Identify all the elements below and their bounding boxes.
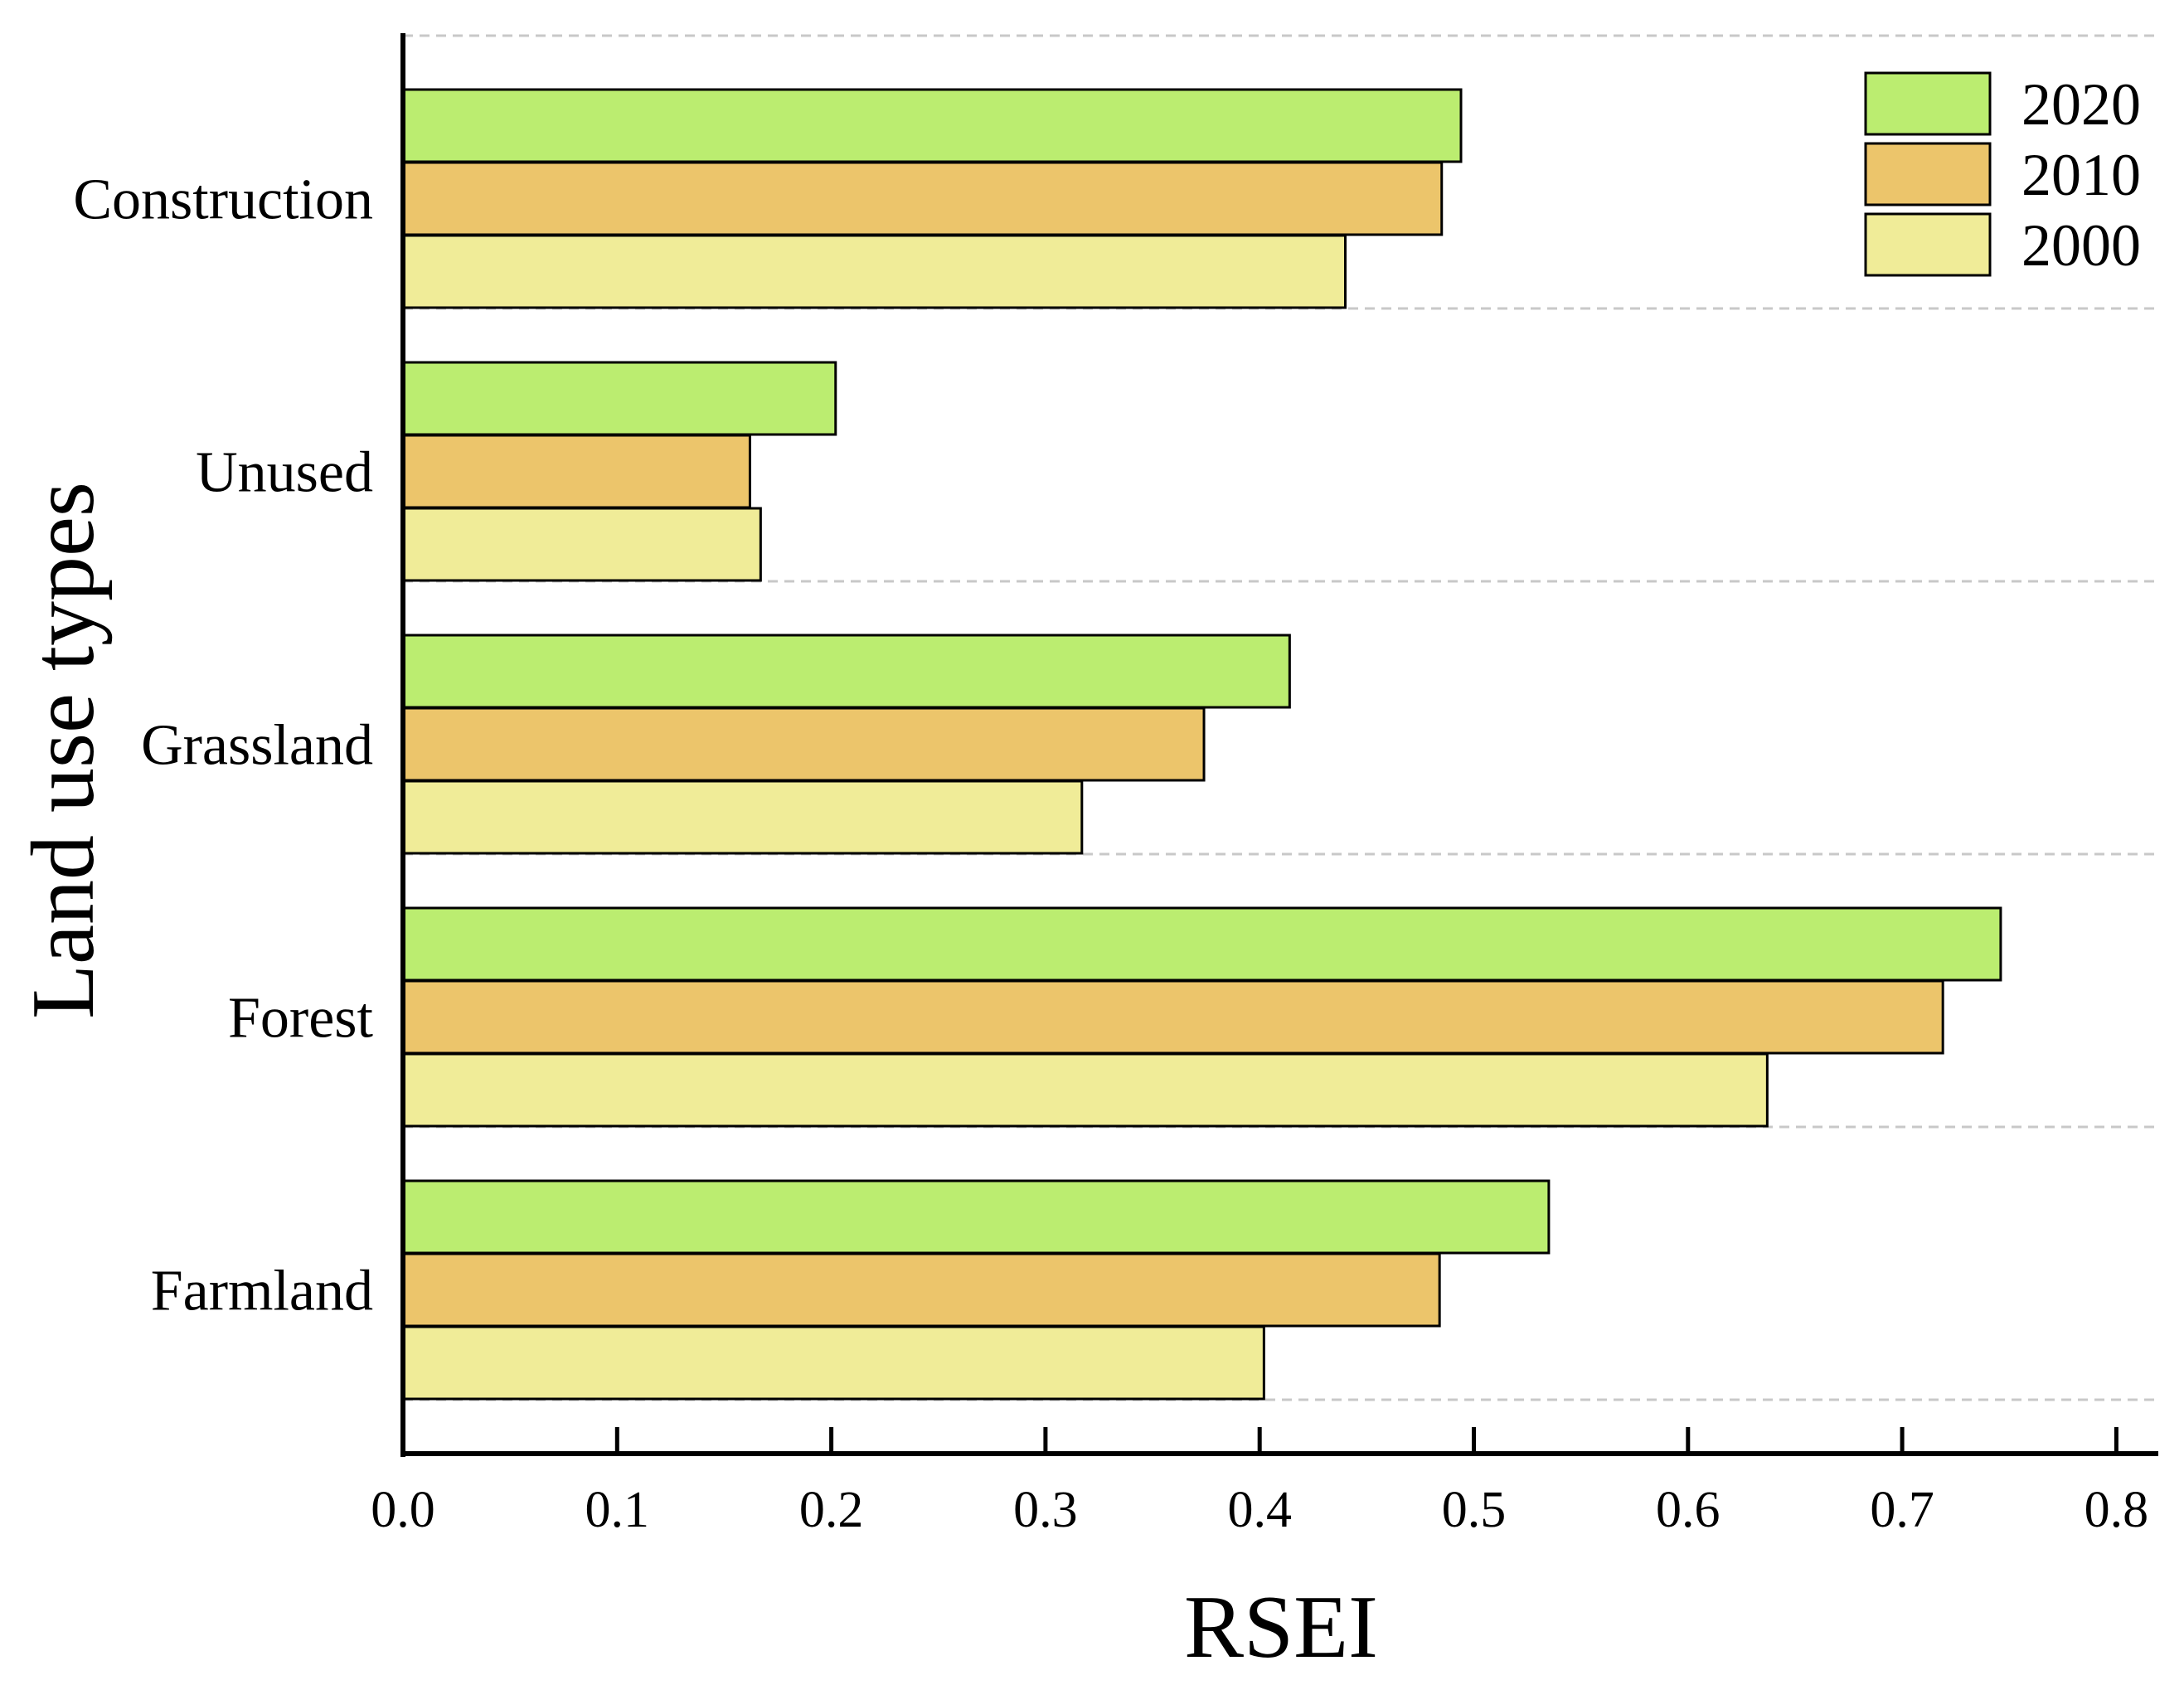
bar-construction-2010 [401,161,1444,236]
legend-swatch-2010 [1864,142,1992,206]
legend-label-2020: 2020 [2021,71,2141,138]
legend-swatch-2020 [1864,71,1992,136]
x-tick-label: 0.5 [1442,1482,1507,1538]
legend-swatch-2000 [1864,212,1992,277]
bars [401,88,2002,1401]
x-tick-label: 0.8 [2085,1482,2149,1538]
legend-label-2000: 2000 [2021,212,2141,279]
x-tick-label: 0.2 [799,1482,864,1538]
x-ticks: 0.0 0.1 0.2 0.3 0.4 0.5 0.6 0.7 0.8 [371,1427,2148,1538]
grid-lines [403,34,2158,1401]
category-label-grassland: Grassland [141,714,373,778]
category-label-unused: Unused [196,441,373,505]
x-tick-label: 0.7 [1870,1482,1934,1538]
axes [400,33,2158,1457]
bar-construction-2020 [401,88,1463,163]
bar-grassland-2000 [401,779,1084,855]
bar-forest-2020 [401,906,2002,982]
category-labels: Construction Unused Grassland Forest Farmlan… [73,168,373,1323]
legend-label-2010: 2010 [2021,142,2141,208]
x-tick-label: 0.1 [585,1482,650,1538]
category-label-forest: Forest [228,987,374,1051]
bar-grassland-2020 [401,634,1291,709]
bar-farmland-2010 [401,1252,1441,1328]
bar-forest-2010 [401,979,1944,1055]
bar-farmland-2000 [401,1325,1265,1401]
x-tick-label: 0.4 [1227,1482,1292,1538]
bar-unused-2000 [401,507,762,582]
bar-construction-2000 [401,234,1347,309]
bar-farmland-2020 [401,1179,1551,1255]
x-tick-label: 0.0 [371,1482,435,1538]
bar-unused-2010 [401,434,751,509]
x-tick-label: 0.6 [1656,1482,1721,1538]
x-axis-title: RSEI [1184,1578,1378,1677]
category-label-farmland: Farmland [151,1260,373,1323]
bar-unused-2020 [401,361,837,436]
y-axis-title: Land use types [14,482,113,1019]
category-label-construction: Construction [73,168,373,232]
x-tick-label: 0.3 [1013,1482,1078,1538]
bar-grassland-2010 [401,707,1206,782]
bar-forest-2000 [401,1052,1769,1128]
